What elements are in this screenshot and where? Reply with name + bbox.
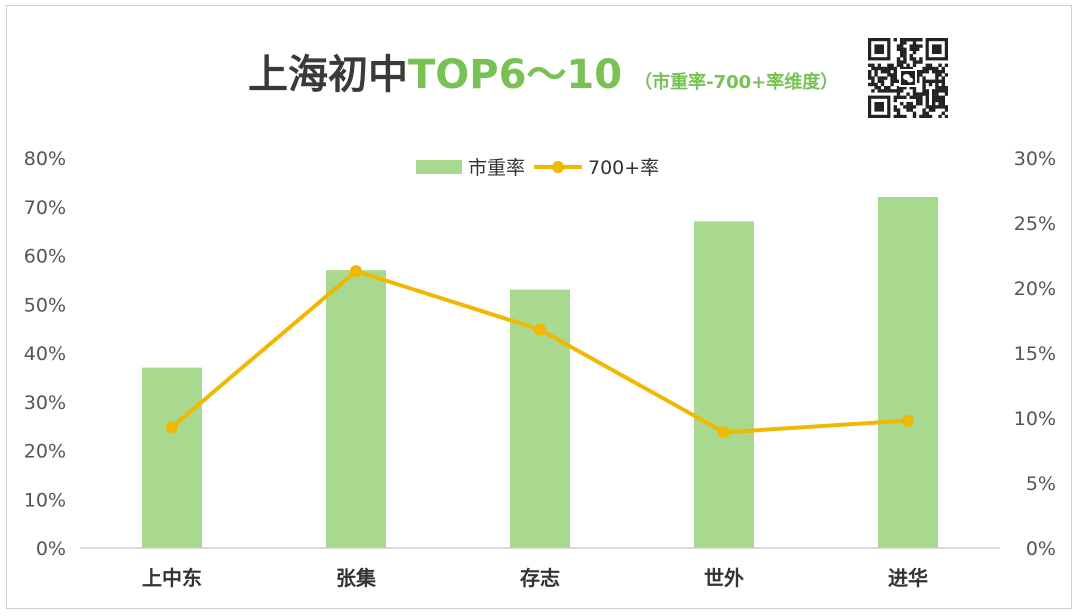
y-left-tick-label: 80% [24,148,66,170]
y-left-tick-label: 40% [24,343,66,365]
legend-line-label: 700+率 [588,157,659,179]
line-point-1 [166,421,178,434]
line-point-3 [534,323,546,336]
y-right-tick-label: 25% [1014,213,1056,235]
y-right-tick-label: 0% [1026,538,1056,560]
y-left-tick-label: 20% [24,441,66,463]
legend-line-marker [552,161,564,173]
y-right-tick-label: 10% [1014,408,1056,430]
legend-bar-swatch [416,160,462,174]
x-tick-label: 世外 [704,566,744,590]
line-point-2 [350,265,362,278]
title-main: 上海初中 [248,52,408,98]
y-left-tick-label: 10% [24,489,66,511]
y-left-tick-label: 60% [24,246,66,268]
legend-bar-label: 市重率 [468,157,525,179]
y-right-tick-label: 15% [1014,343,1056,365]
y-left-tick-label: 30% [24,392,66,414]
y-right-tick-label: 5% [1026,473,1056,495]
qr-code-icon [868,38,949,119]
x-tick-label: 进华 [888,566,928,590]
title-accent: TOP6～10 [408,52,623,98]
chart-title: 上海初中 TOP6～10 （市重率-700+率维度） [248,42,838,102]
y-right-tick-label: 20% [1014,278,1056,300]
y-left-tick-label: 50% [24,294,66,316]
y-left-tick-label: 70% [24,197,66,219]
bar-2 [326,270,386,548]
x-tick-label: 存志 [520,566,560,590]
y-right-tick-label: 30% [1014,148,1056,170]
line-point-5 [902,414,914,427]
bar-4 [694,221,754,548]
bar-5 [878,197,938,548]
line-point-4 [718,426,730,439]
x-tick-label: 张集 [336,566,377,590]
bar-1 [142,367,202,548]
y-left-tick-label: 0% [36,538,66,560]
x-tick-label: 上中东 [142,566,202,590]
title-subtitle: （市重率-700+率维度） [634,72,839,93]
